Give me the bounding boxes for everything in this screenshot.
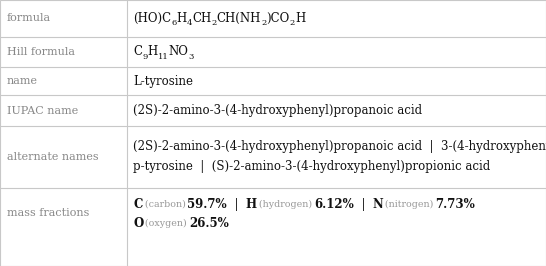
Text: )CO: )CO [266, 12, 290, 25]
Text: C: C [133, 45, 142, 58]
Text: (hydrogen): (hydrogen) [257, 200, 314, 209]
Text: 4: 4 [187, 19, 192, 27]
Text: CH(NH: CH(NH [217, 12, 261, 25]
Text: 2: 2 [290, 19, 295, 27]
Text: 2: 2 [261, 19, 266, 27]
Text: 59.7%: 59.7% [187, 198, 227, 211]
Text: H: H [246, 198, 257, 211]
Text: H: H [176, 12, 187, 25]
Text: (carbon): (carbon) [143, 200, 187, 209]
Text: H: H [295, 12, 305, 25]
Text: N: N [372, 198, 383, 211]
Text: 3: 3 [188, 53, 194, 61]
Text: 2: 2 [212, 19, 217, 27]
Text: 26.5%: 26.5% [189, 217, 229, 230]
Text: O: O [133, 217, 144, 230]
Text: 6.12%: 6.12% [314, 198, 354, 211]
Text: H: H [147, 45, 158, 58]
Text: L-tyrosine: L-tyrosine [133, 75, 193, 88]
Text: C: C [133, 198, 143, 211]
Text: 7.73%: 7.73% [436, 198, 476, 211]
Text: (HO)C: (HO)C [133, 12, 171, 25]
Text: (nitrogen): (nitrogen) [383, 200, 436, 209]
Text: Hill formula: Hill formula [7, 47, 75, 57]
Text: mass fractions: mass fractions [7, 209, 89, 218]
Text: |: | [354, 198, 372, 211]
Text: alternate names: alternate names [7, 152, 98, 161]
Text: name: name [7, 76, 38, 86]
Text: (2S)-2-amino-3-(4-hydroxyphenyl)propanoic acid: (2S)-2-amino-3-(4-hydroxyphenyl)propanoi… [133, 104, 423, 117]
Text: p-tyrosine  |  (S)-2-amino-3-(4-hydroxyphenyl)propionic acid: p-tyrosine | (S)-2-amino-3-(4-hydroxyphe… [133, 160, 490, 173]
Text: 6: 6 [171, 19, 176, 27]
Text: (2S)-2-amino-3-(4-hydroxyphenyl)propanoic acid  |  3-(4-hydroxyphenyl)-L-alanine: (2S)-2-amino-3-(4-hydroxyphenyl)propanoi… [133, 140, 546, 153]
Text: IUPAC name: IUPAC name [7, 106, 78, 115]
Text: (oxygen): (oxygen) [144, 219, 189, 228]
Text: |: | [227, 198, 246, 211]
Text: NO: NO [169, 45, 188, 58]
Text: CH: CH [192, 12, 212, 25]
Text: 11: 11 [158, 53, 169, 61]
Text: formula: formula [7, 13, 51, 23]
Text: 9: 9 [142, 53, 147, 61]
